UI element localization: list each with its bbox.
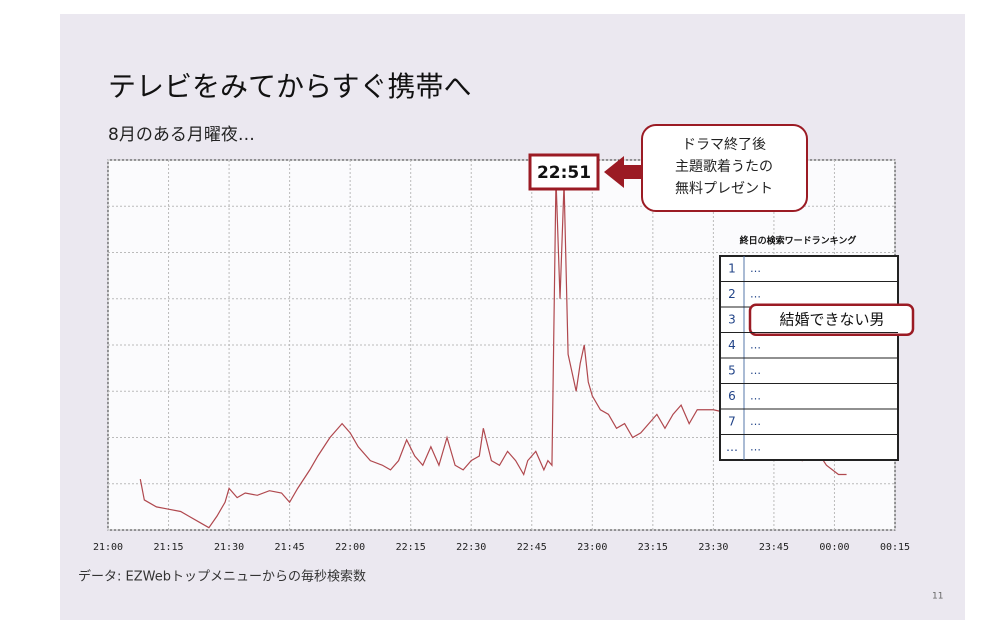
x-tick-label: 23:15 (638, 542, 668, 553)
title: テレビをみてからすぐ携帯へ (108, 70, 471, 103)
ranking-rank: … (726, 440, 738, 454)
ranking-word: … (750, 262, 761, 275)
x-tick-label: 21:45 (275, 542, 305, 553)
note-line: ドラマ終了後 (682, 137, 766, 153)
ranking-word: … (750, 338, 761, 351)
note-line: 無料プレゼント (675, 181, 773, 197)
x-tick-label: 21:15 (153, 542, 183, 553)
ranking-rank: 3 (728, 312, 736, 326)
ranking-rank: 7 (728, 414, 736, 428)
ranking-rank: 2 (728, 287, 736, 301)
arrow (604, 156, 645, 188)
line (139, 178, 847, 529)
ranking-rank: 1 (728, 261, 736, 275)
note-bubble (641, 124, 808, 212)
ranking-word: … (750, 440, 761, 453)
ranking-rank: 6 (728, 389, 736, 403)
time-callout (528, 153, 600, 191)
subtitle: 8月のある月曜夜… (108, 125, 255, 145)
x-tick-label: 23:30 (698, 542, 728, 553)
note-line: 主題歌着うたの (675, 159, 773, 175)
ranking-word: … (750, 389, 761, 402)
ranking-title: 終日の検索ワードランキング (740, 235, 857, 247)
x-tick-label: 21:30 (214, 542, 244, 553)
x-tick-label: 00:15 (880, 542, 910, 553)
ranking-word: 結婚できない男 (779, 310, 884, 328)
ranking-word: … (750, 364, 761, 377)
ranking-word: … (750, 415, 761, 428)
time-callout-text: 22:51 (537, 163, 591, 183)
x-tick-label: 00:00 (819, 542, 849, 553)
ranking-word: … (750, 287, 761, 300)
ranking-rank: 5 (728, 363, 736, 377)
x-tick-label: 22:00 (335, 542, 365, 553)
source: データ: EZWebトップメニューからの毎秒検索数 (78, 569, 366, 585)
highlight-box (748, 303, 915, 336)
x-tick-label: 22:15 (396, 542, 426, 553)
ranking-rank: 4 (728, 338, 736, 352)
x-tick-label: 23:00 (577, 542, 607, 553)
page-number: 11 (932, 592, 943, 602)
x-tick-label: 23:45 (759, 542, 789, 553)
x-tick-label: 21:00 (93, 542, 123, 553)
x-tick-label: 22:45 (517, 542, 547, 553)
x-tick-label: 22:30 (456, 542, 486, 553)
